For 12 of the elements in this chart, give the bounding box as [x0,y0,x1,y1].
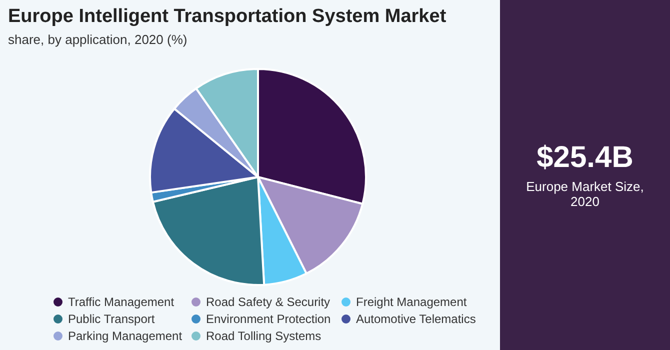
legend-label: Road Tolling Systems [206,329,322,343]
text: Europe Market Size, 2020 [525,179,645,209]
chart-subtitle: share, by application, 2020 (%) [8,32,188,47]
legend-label: Parking Management [68,329,182,343]
legend-label: Traffic Management [68,295,174,309]
legend-label: Environment Protection [206,312,331,326]
legend-label: Public Transport [68,312,155,326]
chart-title: Europe Intelligent Transportation System Market [8,6,446,28]
legend-label: Automotive Telematics [356,312,476,326]
text: $25.4B [536,141,634,175]
legend-label: Freight Management [356,295,467,309]
legend-label: Road Safety & Security [206,295,330,309]
